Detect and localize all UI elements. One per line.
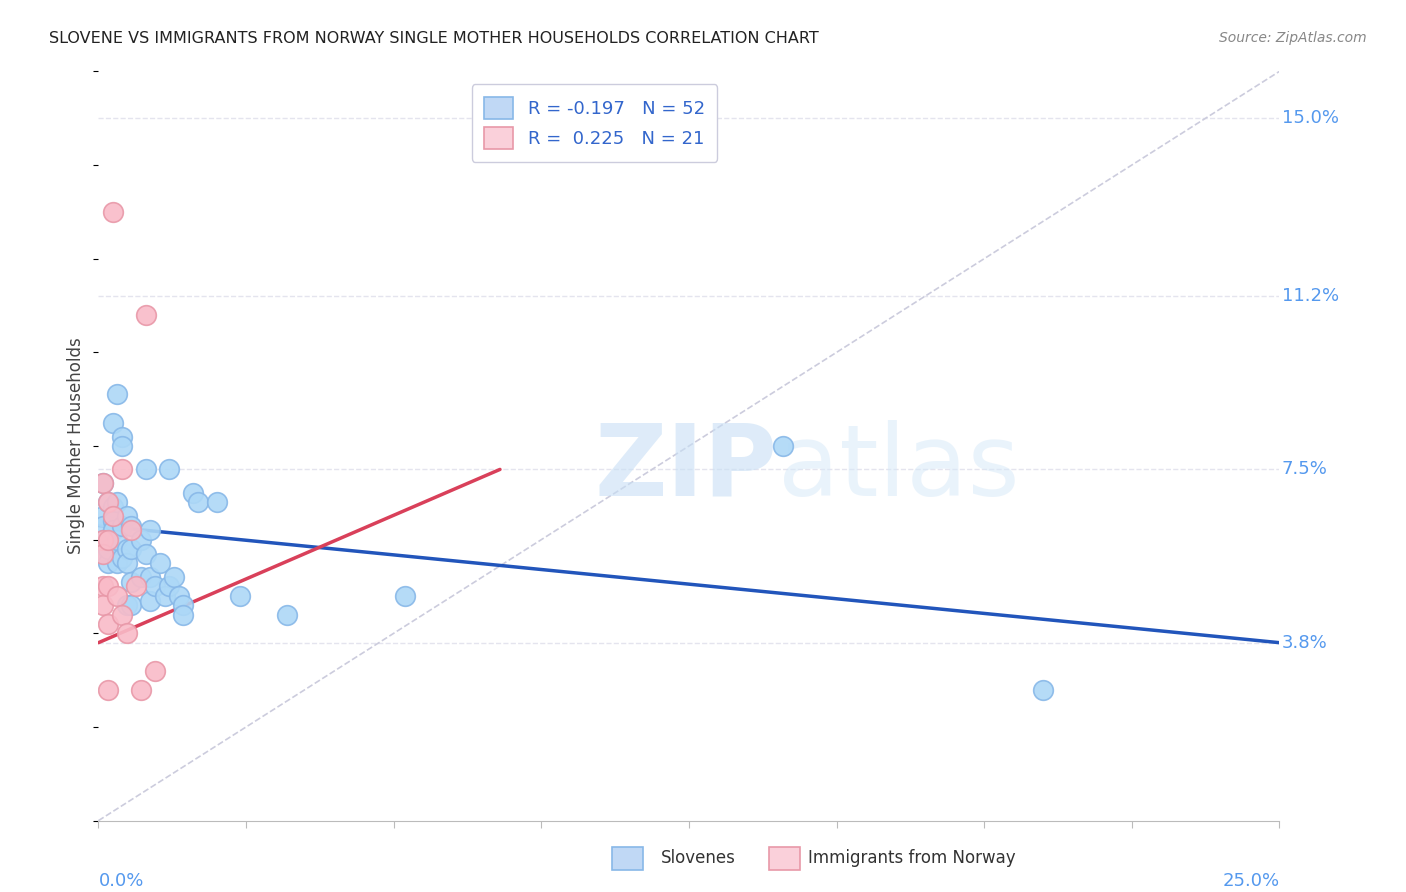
Text: 25.0%: 25.0% — [1222, 872, 1279, 890]
Point — [121, 599, 143, 613]
Point — [111, 439, 134, 453]
Point — [121, 541, 143, 557]
Point — [111, 518, 134, 533]
Point — [105, 495, 128, 509]
Point — [205, 495, 228, 509]
Point — [163, 570, 186, 584]
Point — [129, 682, 152, 697]
Point — [105, 556, 128, 570]
Point — [97, 682, 120, 697]
Point — [101, 500, 124, 514]
Point — [91, 476, 114, 491]
Point — [101, 204, 124, 219]
Point — [105, 387, 128, 401]
Point — [91, 580, 114, 594]
Point — [111, 607, 134, 622]
Point — [97, 556, 120, 570]
Point — [157, 462, 180, 476]
Point — [129, 570, 152, 584]
Point — [115, 626, 138, 640]
Point — [1032, 682, 1054, 697]
Point — [149, 556, 172, 570]
Point — [139, 570, 162, 584]
Point — [276, 607, 298, 622]
Point — [97, 541, 120, 557]
Point — [97, 533, 120, 547]
Point — [121, 518, 143, 533]
Point — [153, 589, 176, 603]
Point — [129, 533, 152, 547]
Point — [101, 416, 124, 430]
Legend: R = -0.197   N = 52, R =  0.225   N = 21: R = -0.197 N = 52, R = 0.225 N = 21 — [471, 84, 717, 161]
Point — [125, 580, 148, 594]
Point — [111, 462, 134, 476]
Text: atlas: atlas — [778, 420, 1019, 517]
Point — [139, 593, 162, 607]
Point — [167, 589, 190, 603]
Point — [121, 523, 143, 537]
Point — [91, 547, 114, 561]
Text: 0.0%: 0.0% — [98, 872, 143, 890]
Point — [101, 514, 124, 528]
Text: 3.8%: 3.8% — [1282, 633, 1327, 652]
Text: ZIP: ZIP — [595, 420, 778, 517]
Text: SLOVENE VS IMMIGRANTS FROM NORWAY SINGLE MOTHER HOUSEHOLDS CORRELATION CHART: SLOVENE VS IMMIGRANTS FROM NORWAY SINGLE… — [49, 31, 818, 46]
Text: Immigrants from Norway: Immigrants from Norway — [808, 849, 1017, 867]
Point — [101, 523, 124, 537]
Point — [772, 439, 794, 453]
Point — [111, 551, 134, 566]
Point — [91, 599, 114, 613]
Point — [105, 589, 128, 603]
Point — [111, 430, 134, 444]
Point — [135, 547, 157, 561]
Point — [101, 509, 124, 524]
Point — [97, 617, 120, 632]
Point — [97, 495, 120, 509]
Text: 11.2%: 11.2% — [1282, 287, 1339, 305]
Point — [115, 541, 138, 557]
Point — [157, 580, 180, 594]
Point — [91, 518, 114, 533]
Text: Slovenes: Slovenes — [661, 849, 735, 867]
Point — [115, 509, 138, 524]
Text: 7.5%: 7.5% — [1282, 460, 1327, 478]
Point — [91, 509, 114, 524]
Point — [135, 462, 157, 476]
Point — [115, 599, 138, 613]
Point — [143, 664, 166, 678]
Point — [91, 547, 114, 561]
Point — [91, 533, 114, 547]
Point — [97, 580, 120, 594]
Point — [91, 476, 114, 491]
Y-axis label: Single Mother Households: Single Mother Households — [67, 338, 86, 554]
Point — [143, 580, 166, 594]
Point — [172, 607, 194, 622]
Point — [135, 308, 157, 322]
Text: Source: ZipAtlas.com: Source: ZipAtlas.com — [1219, 31, 1367, 45]
Point — [229, 589, 252, 603]
Point — [187, 495, 209, 509]
Point — [181, 485, 204, 500]
Point — [394, 589, 416, 603]
Point — [172, 599, 194, 613]
Point — [91, 533, 114, 547]
Point — [115, 556, 138, 570]
Point — [97, 495, 120, 509]
Point — [121, 574, 143, 589]
Point — [105, 533, 128, 547]
Text: 15.0%: 15.0% — [1282, 109, 1339, 128]
Point — [139, 523, 162, 537]
